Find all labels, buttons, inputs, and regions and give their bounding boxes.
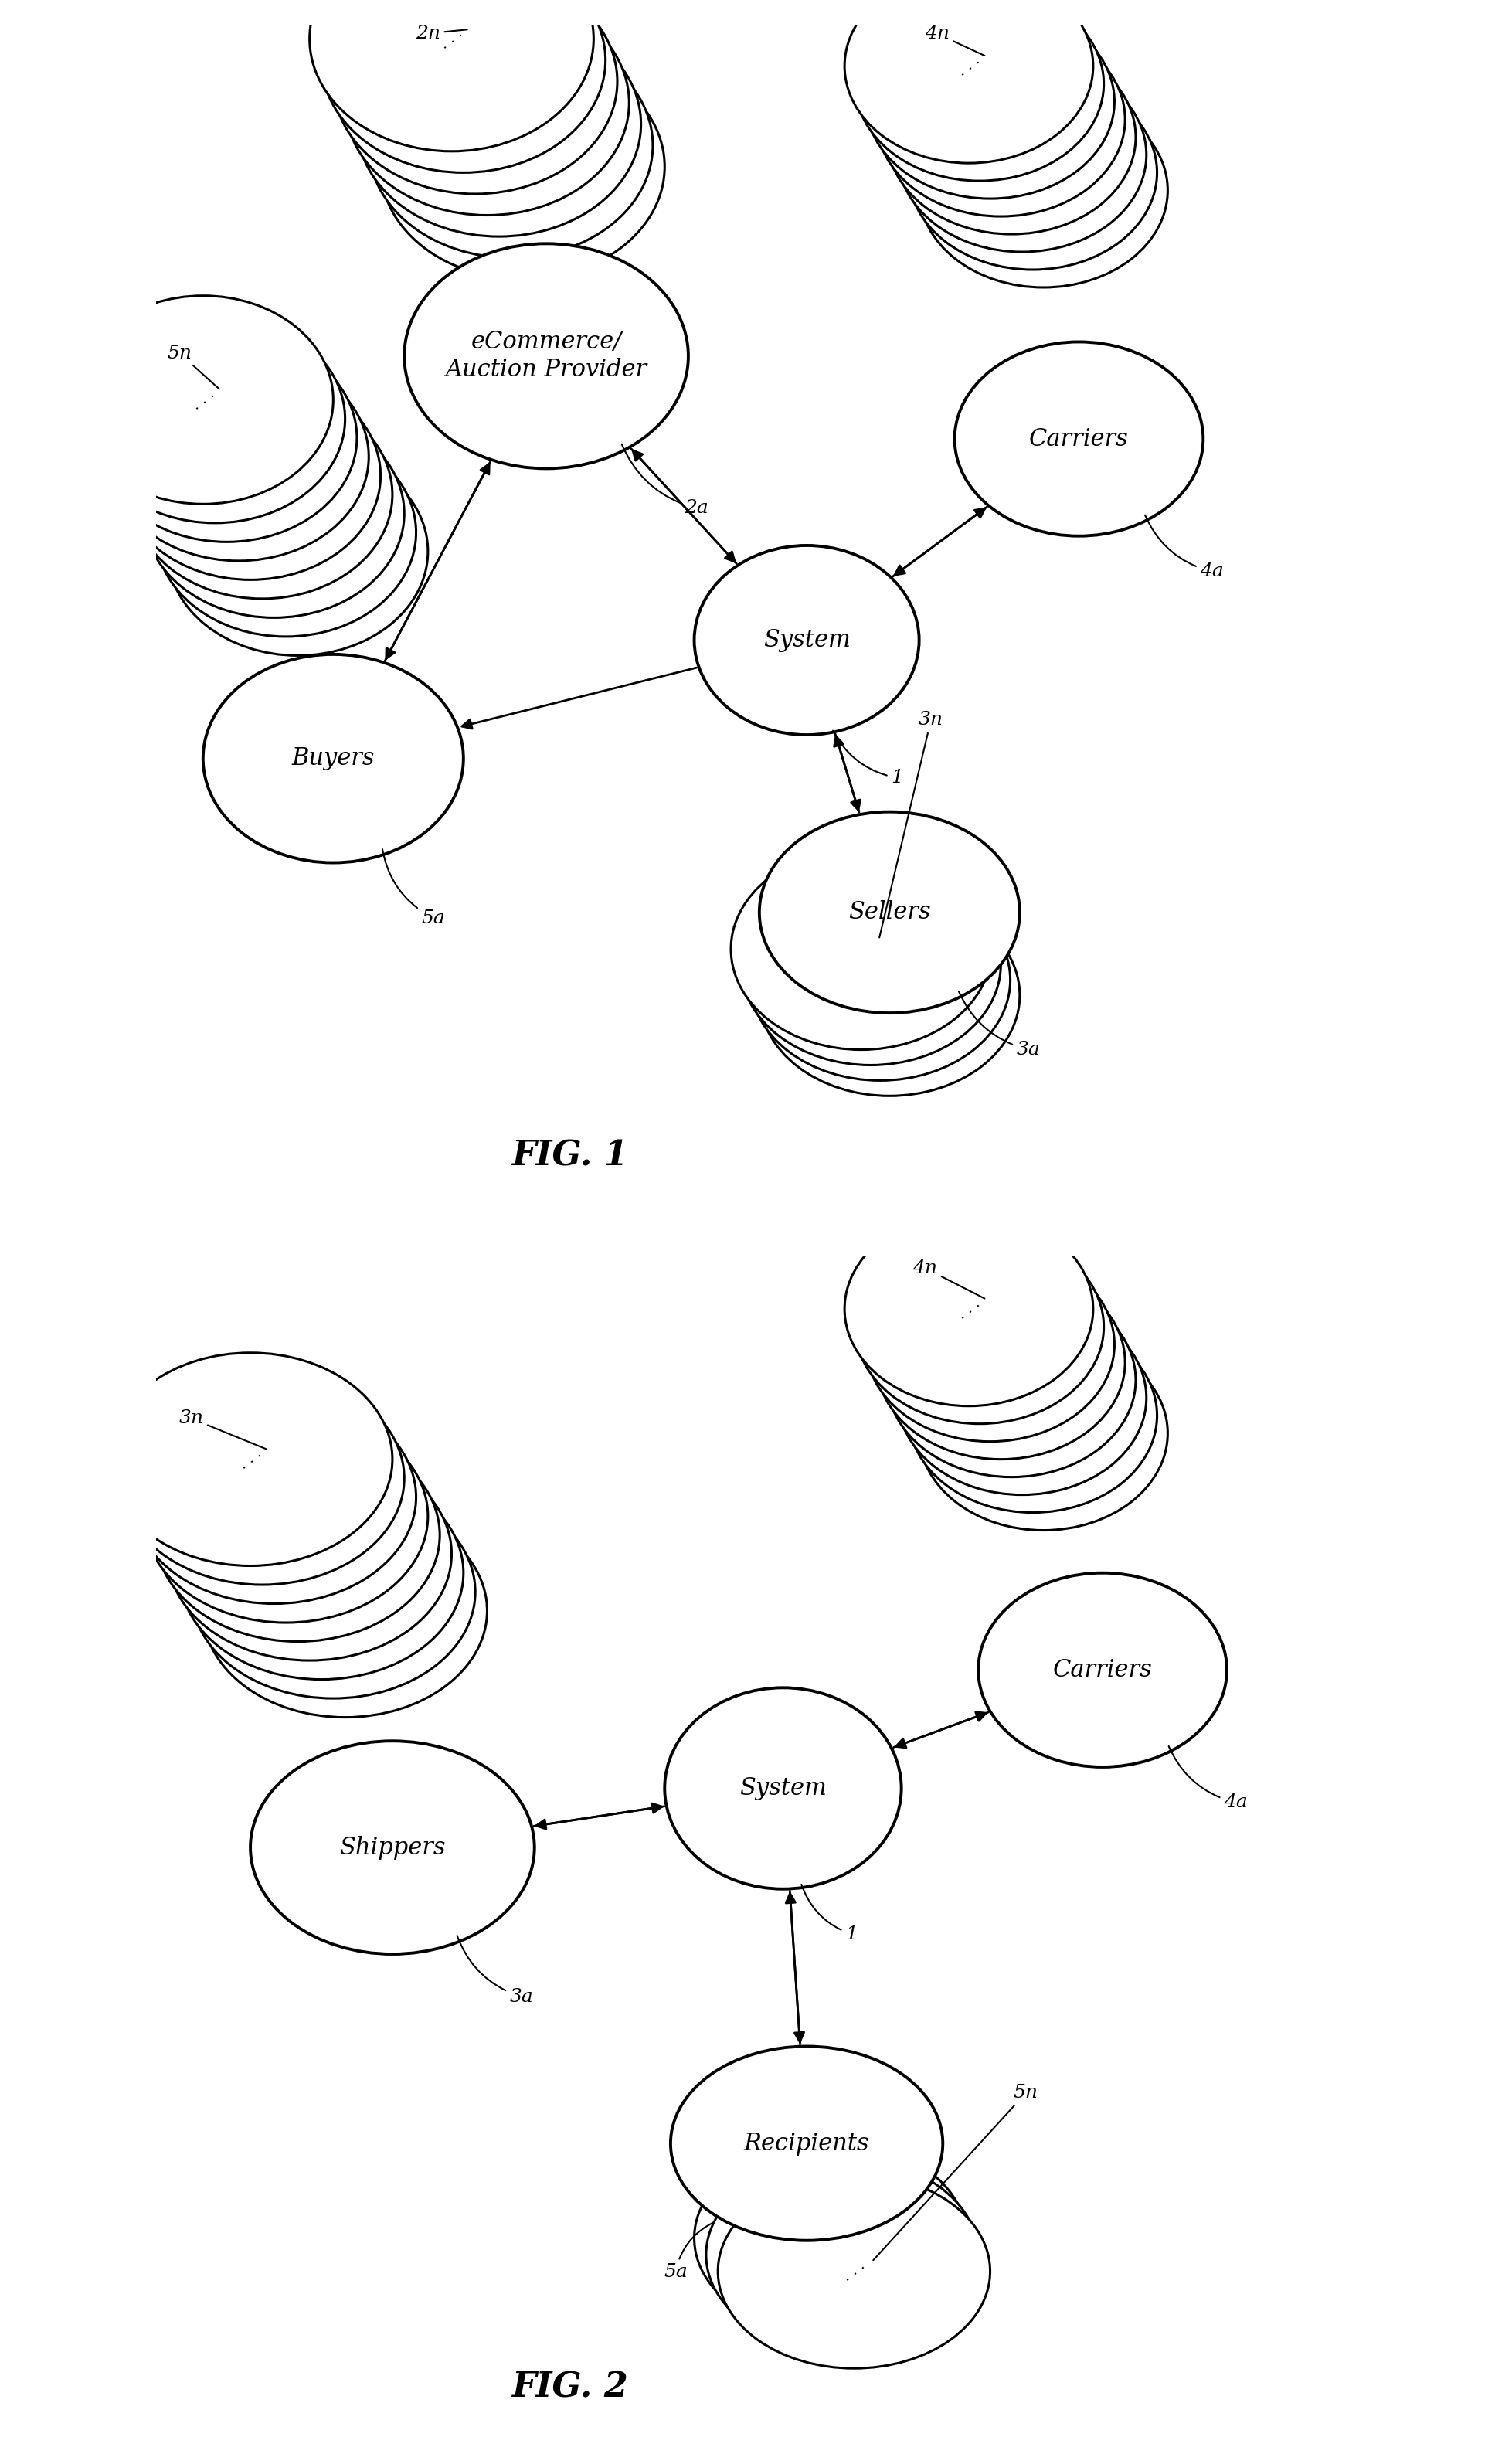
Text: 3n: 3n [879, 712, 943, 936]
Ellipse shape [132, 389, 392, 599]
Ellipse shape [887, 1284, 1136, 1476]
Ellipse shape [404, 244, 688, 468]
Ellipse shape [759, 894, 1020, 1096]
Text: 3a: 3a [958, 991, 1041, 1060]
Ellipse shape [876, 1264, 1126, 1459]
Text: 1: 1 [801, 1885, 858, 1944]
Text: 5n: 5n [167, 345, 220, 389]
Ellipse shape [155, 1429, 440, 1641]
Ellipse shape [887, 39, 1136, 234]
Text: 4n: 4n [912, 1259, 985, 1299]
Text: 4n: 4n [924, 25, 985, 57]
Ellipse shape [132, 1390, 416, 1604]
Text: . . .: . . . [190, 387, 217, 414]
Ellipse shape [179, 1466, 463, 1680]
Ellipse shape [759, 811, 1020, 1013]
Text: 3a: 3a [457, 1937, 534, 2006]
Ellipse shape [309, 0, 594, 150]
Text: Shippers: Shippers [339, 1836, 446, 1860]
Ellipse shape [357, 12, 641, 237]
Ellipse shape [706, 2158, 978, 2351]
Ellipse shape [321, 0, 605, 172]
Ellipse shape [191, 1486, 475, 1698]
Ellipse shape [694, 545, 919, 734]
Ellipse shape [108, 1353, 392, 1565]
Ellipse shape [97, 333, 357, 542]
Ellipse shape [144, 409, 404, 618]
Ellipse shape [120, 372, 381, 579]
Text: 1: 1 [833, 732, 903, 786]
Ellipse shape [694, 2141, 966, 2336]
Ellipse shape [909, 76, 1157, 269]
Ellipse shape [155, 429, 416, 636]
Ellipse shape [866, 1247, 1114, 1441]
Ellipse shape [898, 1301, 1147, 1496]
Ellipse shape [671, 2048, 943, 2240]
Text: Recipients: Recipients [745, 2131, 870, 2156]
Ellipse shape [731, 848, 991, 1050]
Ellipse shape [108, 352, 369, 562]
Ellipse shape [718, 2173, 990, 2368]
Ellipse shape [167, 448, 428, 655]
Ellipse shape [845, 1212, 1093, 1407]
Text: . . .: . . . [848, 936, 875, 961]
Ellipse shape [909, 1318, 1157, 1513]
Text: 5a: 5a [383, 850, 446, 926]
Text: 5n: 5n [873, 2085, 1038, 2259]
Ellipse shape [144, 1409, 428, 1624]
Ellipse shape [85, 315, 345, 522]
Ellipse shape [333, 0, 617, 195]
Text: Carriers: Carriers [1052, 1658, 1153, 1683]
Text: 2n: 2n [416, 25, 468, 42]
Ellipse shape [866, 5, 1114, 200]
Ellipse shape [919, 94, 1168, 288]
Ellipse shape [955, 342, 1203, 537]
Text: Buyers: Buyers [292, 747, 375, 771]
Ellipse shape [203, 655, 463, 862]
Ellipse shape [73, 296, 333, 505]
Text: 4a: 4a [1145, 515, 1224, 582]
Ellipse shape [855, 0, 1103, 180]
Text: Sellers: Sellers [848, 899, 931, 924]
Ellipse shape [369, 32, 653, 259]
Text: . . .: . . . [955, 1296, 982, 1321]
Text: FIG. 2: FIG. 2 [511, 2370, 628, 2405]
Text: FIG. 1: FIG. 1 [511, 1138, 628, 1173]
Text: . . .: . . . [955, 54, 982, 79]
Ellipse shape [750, 880, 1011, 1082]
Text: System: System [762, 628, 851, 653]
Text: . . .: . . . [236, 1446, 265, 1471]
Ellipse shape [845, 0, 1093, 163]
Ellipse shape [919, 1335, 1168, 1530]
Text: . . .: . . . [438, 27, 465, 52]
Ellipse shape [250, 1742, 534, 1954]
Text: 3n: 3n [179, 1409, 266, 1449]
Ellipse shape [978, 1572, 1227, 1767]
Ellipse shape [876, 22, 1126, 217]
Text: . . .: . . . [840, 2259, 867, 2284]
Ellipse shape [381, 54, 665, 278]
Text: eCommerce/
Auction Provider: eCommerce/ Auction Provider [446, 330, 647, 382]
Text: 5a: 5a [664, 2223, 713, 2282]
Ellipse shape [203, 1503, 487, 1717]
Ellipse shape [167, 1446, 451, 1661]
Text: 2a: 2a [622, 444, 709, 517]
Ellipse shape [120, 1372, 404, 1584]
Ellipse shape [740, 865, 1000, 1064]
Ellipse shape [665, 1688, 901, 1890]
Ellipse shape [898, 57, 1147, 251]
Text: 4a: 4a [1169, 1747, 1247, 1811]
Ellipse shape [345, 0, 629, 214]
Text: Carriers: Carriers [1029, 426, 1129, 451]
Text: System: System [740, 1777, 827, 1801]
Ellipse shape [855, 1230, 1103, 1424]
